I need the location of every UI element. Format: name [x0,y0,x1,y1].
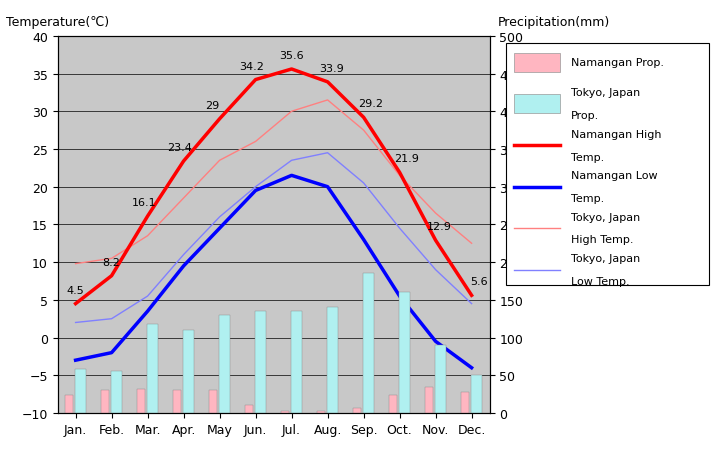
FancyBboxPatch shape [514,95,560,114]
Bar [255,312,266,413]
Bar [137,389,145,413]
Bar [173,391,181,413]
Text: Namangan Prop.: Namangan Prop. [571,58,664,68]
Text: Tokyo, Japan: Tokyo, Japan [571,254,640,264]
Bar [327,308,338,413]
Text: 34.2: 34.2 [240,62,264,71]
Text: 33.9: 33.9 [319,64,343,73]
Bar [75,369,86,413]
Text: 8.2: 8.2 [103,257,120,267]
Bar [471,375,482,413]
Text: High Temp.: High Temp. [571,235,634,245]
Bar [425,387,433,413]
Text: 21.9: 21.9 [395,154,419,164]
Bar [101,391,109,413]
Bar [245,406,253,413]
Text: 35.6: 35.6 [279,51,304,61]
Bar [363,274,374,413]
Text: Namangan Low: Namangan Low [571,171,657,181]
Bar [65,395,73,413]
Text: 4.5: 4.5 [67,285,84,295]
Bar [353,409,361,413]
FancyBboxPatch shape [514,54,560,73]
Text: 23.4: 23.4 [168,143,192,153]
Text: Prop.: Prop. [571,111,599,121]
Text: Tokyo, Japan: Tokyo, Japan [571,88,640,98]
Bar [183,330,194,413]
Text: 5.6: 5.6 [470,277,487,286]
Bar [147,324,158,413]
Text: 29: 29 [205,101,220,111]
Text: Low Temp.: Low Temp. [571,276,629,286]
Text: Tokyo, Japan: Tokyo, Japan [571,213,640,222]
Text: Temp.: Temp. [571,194,604,203]
Text: 16.1: 16.1 [132,198,156,207]
Bar [219,315,230,413]
Text: Precipitation(mm): Precipitation(mm) [498,16,611,29]
Text: Namangan High: Namangan High [571,129,661,140]
Text: 29.2: 29.2 [359,99,383,109]
Bar [399,293,410,413]
Bar [461,392,469,413]
Text: Temp.: Temp. [571,152,604,162]
Bar [281,411,289,413]
Bar [111,371,122,413]
Bar [317,412,325,413]
Bar [389,395,397,413]
Text: 12.9: 12.9 [427,222,451,232]
Bar [435,345,446,413]
Text: Temperature(℃): Temperature(℃) [6,16,109,29]
Bar [209,391,217,413]
Bar [291,312,302,413]
FancyBboxPatch shape [506,44,708,285]
